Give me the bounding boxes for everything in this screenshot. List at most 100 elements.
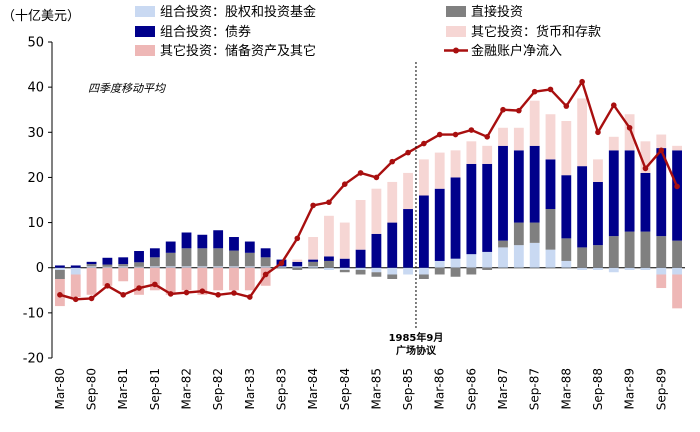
x-tick-label: Mar-80 (53, 368, 67, 409)
x-tick-label: Mar-84 (306, 368, 320, 409)
bar-segment (55, 267, 65, 270)
net-inflow-point (595, 129, 601, 136)
net-inflow-point (215, 292, 221, 298)
legend-swatch (135, 45, 155, 56)
plaza-accord-date: 1985年9月 (389, 331, 444, 344)
moving-average-note: 四季度移动平均 (88, 82, 167, 95)
y-tick-label: -10 (23, 306, 44, 321)
bar-segment (102, 264, 113, 267)
bar-segment (624, 150, 635, 232)
net-inflow-point (120, 292, 127, 298)
bar-segment (672, 145, 682, 151)
bar-segment (134, 251, 144, 263)
bar-segment (529, 145, 540, 223)
bar-segment (70, 267, 81, 275)
net-inflow-point (452, 131, 459, 138)
bar-segment (593, 245, 603, 268)
bar-segment (482, 251, 493, 268)
bar-segment (70, 274, 81, 298)
bar-segment (339, 258, 350, 268)
bar-segment (181, 248, 192, 267)
y-tick-label: -20 (23, 352, 44, 367)
bar-segment (149, 266, 160, 268)
x-tick-label: Sep-82 (211, 368, 225, 410)
net-inflow-point (389, 158, 396, 165)
x-tick-label: Mar-82 (180, 368, 194, 409)
bar-segment (466, 254, 477, 268)
net-inflow-point (516, 107, 522, 114)
bar-segment (387, 181, 398, 223)
bar-segment (308, 261, 319, 267)
bar-segment (260, 257, 271, 267)
legend-line-marker (453, 47, 459, 54)
x-tick-label: Sep-88 (591, 368, 605, 410)
bar-segment (656, 134, 667, 149)
bar-segment (118, 257, 129, 265)
bar-segment (292, 259, 303, 262)
bar-segment (672, 274, 682, 309)
bar-segment (403, 172, 413, 210)
bar-segment (434, 188, 445, 261)
bar-segment (403, 267, 413, 275)
bar-segment (434, 267, 445, 275)
bar-segment (577, 166, 588, 248)
bar-segment (656, 267, 667, 275)
bar-segment (86, 264, 97, 267)
bar-segment (292, 266, 303, 268)
bar-segment (466, 163, 477, 255)
x-tick-label: Sep-87 (528, 368, 542, 410)
bar-segment (403, 209, 413, 268)
x-tick-label: Sep-83 (274, 368, 288, 410)
bar-segment (197, 234, 208, 249)
bar-segment (260, 248, 271, 258)
net-inflow-point (152, 281, 158, 288)
bar-segment (355, 269, 366, 275)
bar-segment (608, 236, 619, 268)
bar-segment (608, 150, 619, 237)
bar-segment (608, 136, 619, 151)
bar-segment (102, 267, 113, 286)
bar-segment (276, 266, 287, 268)
net-inflow-point (674, 183, 680, 190)
net-inflow-point (199, 288, 206, 294)
bar-segment (418, 195, 429, 268)
bar-segment (118, 267, 129, 282)
bar-segment (561, 238, 572, 261)
bar-segment (244, 266, 255, 268)
y-tick-label: 50 (27, 36, 44, 51)
bar-segment (308, 266, 319, 268)
bar-segment (545, 114, 556, 160)
bar-segment (624, 114, 635, 151)
x-tick-label: Mar-83 (243, 368, 257, 409)
x-tick-label: Mar-88 (559, 368, 573, 409)
bar-segment (165, 266, 176, 268)
x-tick-label: Sep-81 (148, 368, 162, 410)
bar-segment (244, 241, 255, 253)
y-tick-label: 30 (27, 126, 44, 141)
bar-segment (640, 141, 651, 173)
bar-segment (118, 266, 129, 268)
net-inflow-point (231, 290, 237, 296)
bar-segment (339, 267, 350, 270)
bar-segment (529, 222, 540, 243)
legend-label: 金融账户净流入 (471, 43, 562, 59)
legend-label: 其它投资：货币和存款 (471, 24, 601, 40)
net-inflow-point (57, 292, 63, 298)
bar-segment (434, 260, 445, 268)
bar-segment (165, 241, 176, 253)
bar-segment (450, 150, 461, 178)
bar-segment (593, 159, 603, 182)
bar-segment (498, 127, 508, 146)
net-inflow-point (658, 147, 665, 154)
bar-segment (418, 274, 429, 279)
bar-segment (55, 265, 65, 268)
x-tick-label: Mar-89 (623, 368, 637, 409)
net-inflow-point (373, 174, 380, 181)
bar-segment (134, 262, 144, 267)
bar-segment (339, 222, 350, 259)
bar-segment (482, 163, 493, 252)
bar-segment (593, 267, 603, 270)
net-inflow-point (484, 134, 490, 140)
y-tick-label: 10 (27, 216, 44, 231)
